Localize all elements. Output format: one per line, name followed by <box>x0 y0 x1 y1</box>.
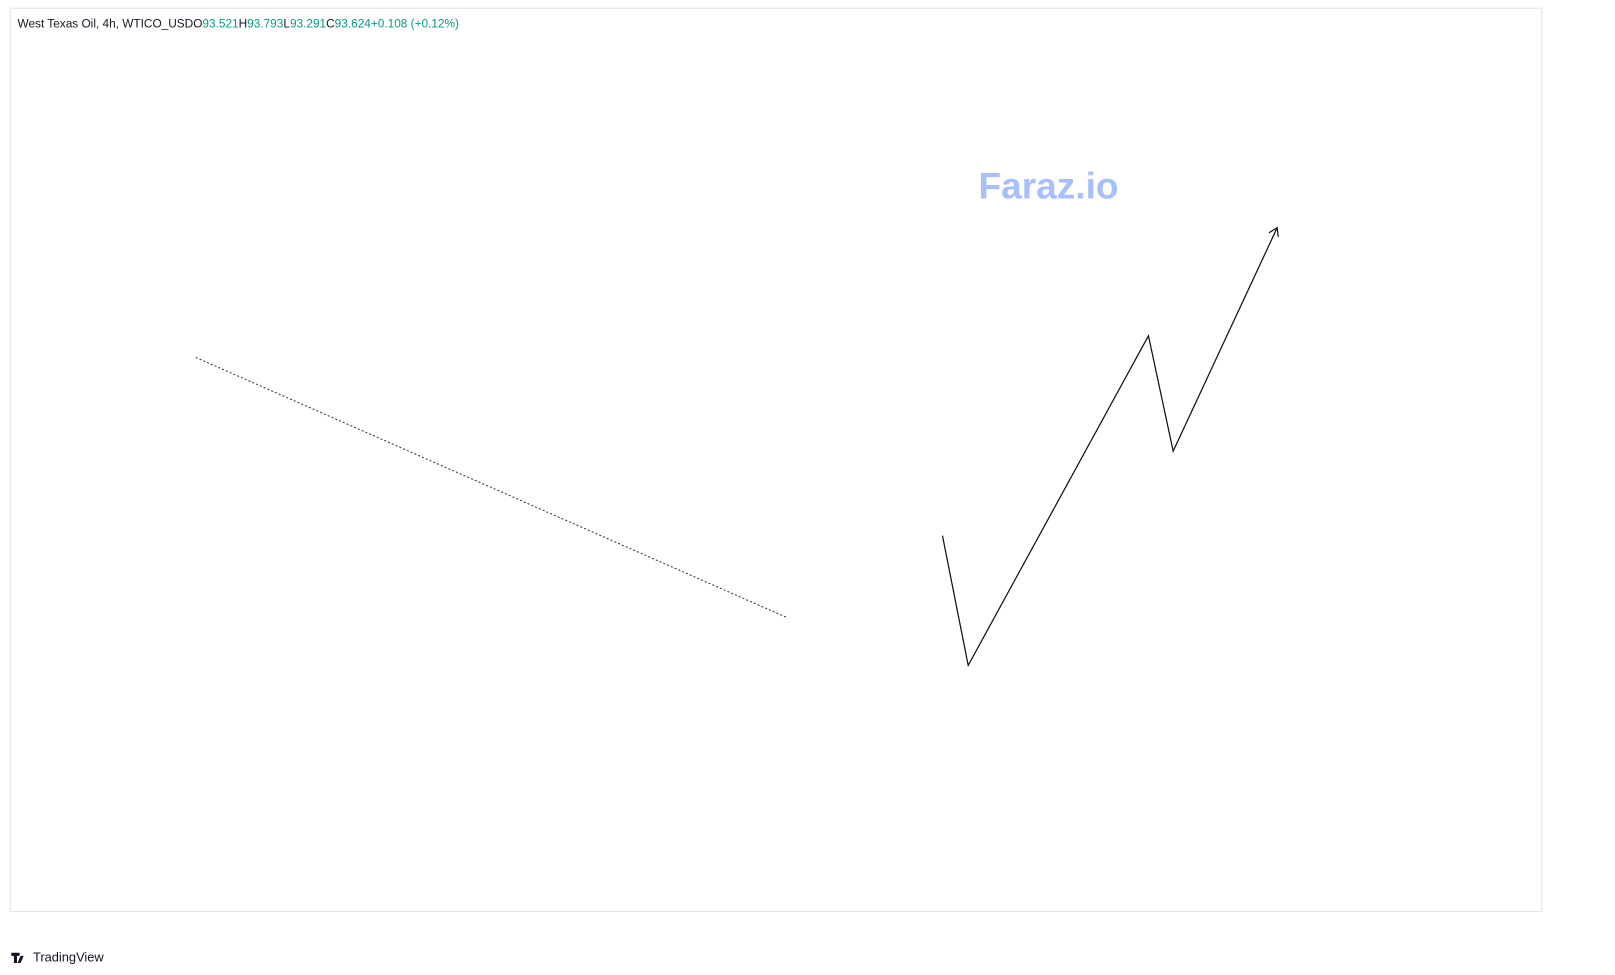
ohlc-key: O <box>193 17 202 31</box>
brand-name: TradingView <box>33 949 104 964</box>
brand: TradingView <box>11 949 104 964</box>
trend-line <box>195 356 789 619</box>
projection-path <box>941 227 1278 668</box>
plot-frame <box>9 7 1543 913</box>
drawings <box>195 226 1279 668</box>
ohlc-key: C <box>326 17 335 31</box>
ohlc-key: H <box>239 17 248 31</box>
brand-logo <box>11 952 24 964</box>
change: +0.108 (+0.12%) <box>371 17 459 31</box>
header: West Texas Oil, 4h, WTICO_USDO93.521H93.… <box>18 17 460 31</box>
watermark: Faraz.io <box>979 164 1119 206</box>
ohlc-key: L <box>283 17 290 31</box>
projection-arrow <box>1268 226 1279 237</box>
ohlc-value: 93.624 <box>335 17 372 31</box>
ohlc-value: 93.521 <box>202 17 238 31</box>
ohlc-value: 93.291 <box>290 17 326 31</box>
symbol: West Texas Oil, 4h, WTICO_USD <box>18 17 194 31</box>
ohlc-value: 93.793 <box>247 17 284 31</box>
